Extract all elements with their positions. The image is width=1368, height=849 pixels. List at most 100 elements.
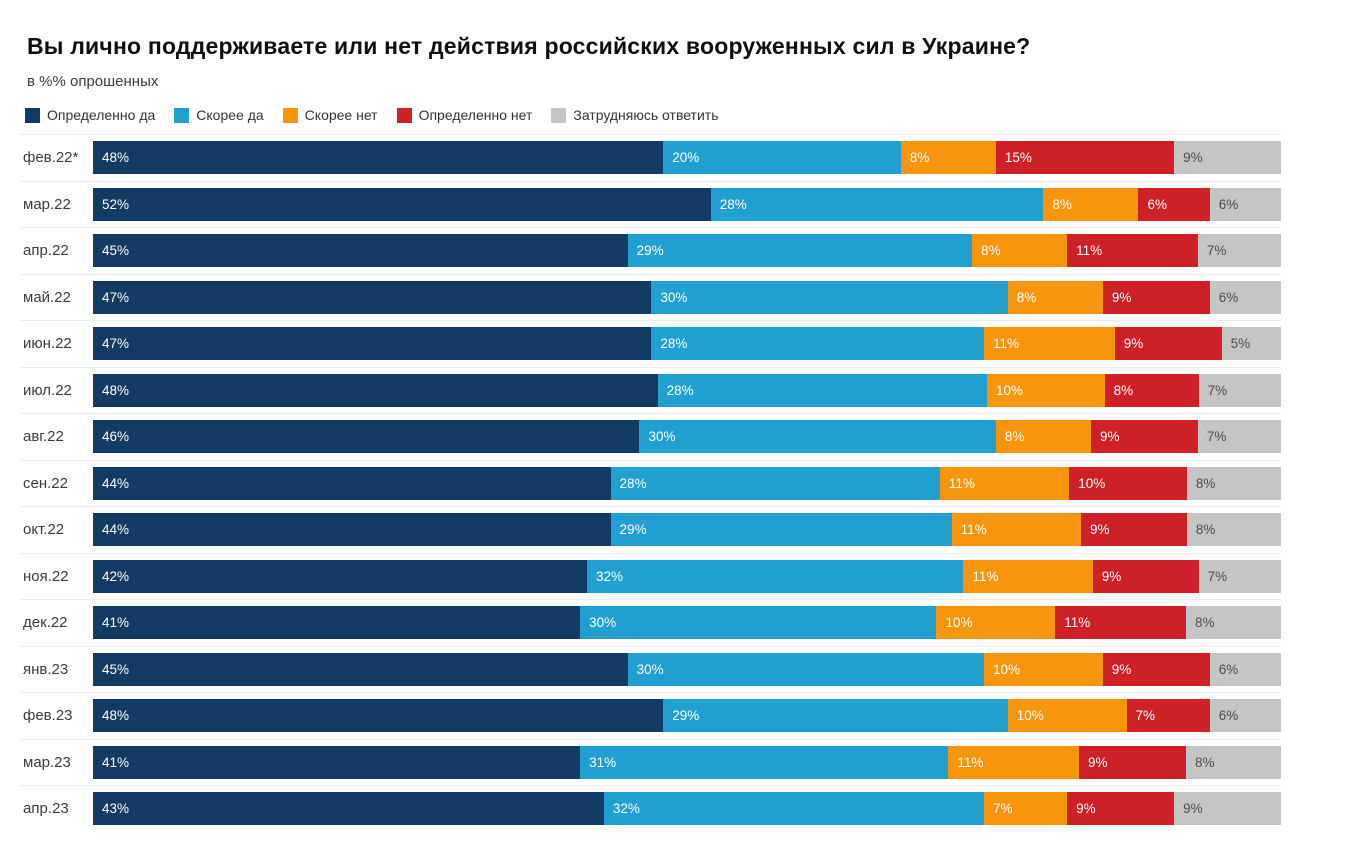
row-label: апр.23 [23,800,69,818]
segment-value-label: 7% [1207,382,1228,398]
segment-value-label: 8% [1194,615,1215,631]
bar-segment: 7% [1197,420,1282,454]
bar-segment: 48% [93,141,664,175]
bar-segment: 28% [651,327,984,361]
bar-segment: 9% [1092,559,1199,593]
chart-row: окт.22 44% 29% 11% 9% 8% [20,506,1281,553]
chart-row: апр.23 43% 32% 7% 9% 9% [20,785,1281,832]
segment-value-label: 15% [1004,150,1032,166]
segment-value-label: 10% [1078,475,1106,491]
bar-segment: 9% [1067,792,1175,826]
segment-value-label: 8% [1113,382,1134,398]
chart-row: ноя.22 42% 32% 11% 9% 7% [20,552,1281,600]
legend-item: Скорее нет [282,107,378,123]
segment-value-label: 11% [1076,243,1103,259]
bar-segment: 11% [951,513,1082,547]
segment-value-label: 11% [972,568,999,584]
bar-segment: 8% [900,141,996,175]
segment-value-label: 7% [1207,568,1228,584]
bar-segment: 8% [1185,606,1282,640]
legend-label: Скорее нет [304,107,378,123]
bar-segment: 9% [1081,513,1187,547]
legend-swatch-icon [396,107,412,123]
segment-value-label: 6% [1218,708,1239,724]
row-label: ноя.22 [23,567,69,585]
segment-value-label: 28% [666,382,694,398]
segment-value-label: 29% [619,522,647,538]
segment-value-label: 32% [596,568,624,584]
segment-value-label: 8% [909,150,930,166]
segment-value-label: 9% [1111,289,1132,305]
chart-row: апр.22 45% 29% 8% 11% 7% [20,227,1281,274]
chart-row: сен.22 44% 28% 11% 10% 8% [20,459,1281,507]
bar-segment: 30% [580,606,937,640]
segment-value-label: 8% [1052,196,1072,212]
row-bars: 45% 29% 8% 11% 7% [93,234,1281,268]
row-bars: 52% 28% 8% 6% 6% [93,187,1282,221]
bar-segment: 20% [663,141,901,175]
bar-segment: 41% [93,745,581,779]
segment-value-label: 47% [102,336,130,352]
segment-value-label: 9% [1090,522,1110,538]
bar-segment: 29% [663,699,1008,733]
segment-value-label: 7% [1206,243,1227,259]
bar-segment: 6% [1209,280,1282,314]
row-bars: 45% 30% 10% 9% 6% [93,652,1281,686]
segment-value-label: 43% [102,801,130,817]
bar-segment: 52% [93,187,711,221]
chart-row: дек.22 41% 30% 10% 11% 8% [20,599,1282,646]
bar-segment: 44% [93,466,611,500]
legend-label: Определенно нет [418,107,533,123]
segment-value-label: 10% [945,615,973,631]
legend-label: Скорее да [196,107,264,123]
segment-value-label: 29% [636,243,664,259]
bar-segment: 28% [610,466,940,500]
chart-row: май.22 47% 30% 8% 9% 6% [20,273,1282,321]
stacked-bar-chart: фев.22* 48% 20% 8% 15% 9% мар.22 52% 28% 8% 6% 6% ап… [20,134,1282,832]
row-label: фев.23 [23,707,73,725]
chart-row: фев.23 48% 29% 10% 7% 6% [20,692,1281,739]
bar-segment: 8% [1186,466,1281,500]
bar-segment: 10% [986,373,1105,407]
row-bars: 43% 32% 7% 9% 9% [93,792,1281,826]
segment-value-label: 47% [102,289,130,305]
segment-value-label: 45% [102,661,130,677]
row-label: фев.22* [23,149,79,167]
segment-value-label: 10% [995,382,1023,398]
bar-segment: 8% [1043,187,1139,221]
segment-value-label: 9% [1099,429,1120,445]
row-bars: 47% 30% 8% 9% 6% [93,280,1282,314]
chart-row: авг.22 46% 30% 8% 9% 7% [20,413,1282,460]
legend-swatch-icon [25,107,40,123]
segment-value-label: 9% [1088,754,1108,770]
row-label: июл.22 [23,381,72,399]
segment-value-label: 44% [102,475,130,491]
row-bars: 42% 32% 11% 9% 7% [93,559,1281,593]
row-bars: 41% 30% 10% 11% 8% [93,606,1282,640]
segment-value-label: 9% [1101,568,1122,584]
segment-value-label: 28% [619,475,647,491]
bar-segment: 9% [1079,745,1186,779]
bar-segment: 8% [1186,513,1281,547]
segment-value-label: 48% [102,708,130,724]
segment-value-label: 7% [993,801,1013,817]
segment-value-label: 7% [1206,429,1227,445]
bar-segment: 41% [93,606,581,640]
segment-value-label: 30% [636,661,664,677]
legend-swatch-icon [551,107,567,123]
bar-segment: 10% [984,652,1103,686]
segment-value-label: 28% [719,196,747,212]
row-label: мар.22 [23,195,71,213]
segment-value-label: 44% [102,522,130,538]
bar-segment: 9% [1090,420,1198,454]
bar-segment: 45% [93,652,628,686]
segment-value-label: 11% [957,754,984,770]
bar-segment: 32% [587,559,964,593]
segment-value-label: 8% [1194,754,1215,770]
bar-segment: 6% [1209,652,1281,686]
row-bars: 47% 28% 11% 9% 5% [93,327,1282,361]
bar-segment: 32% [603,792,984,826]
segment-value-label: 9% [1076,801,1096,817]
segment-value-label: 32% [612,801,640,817]
